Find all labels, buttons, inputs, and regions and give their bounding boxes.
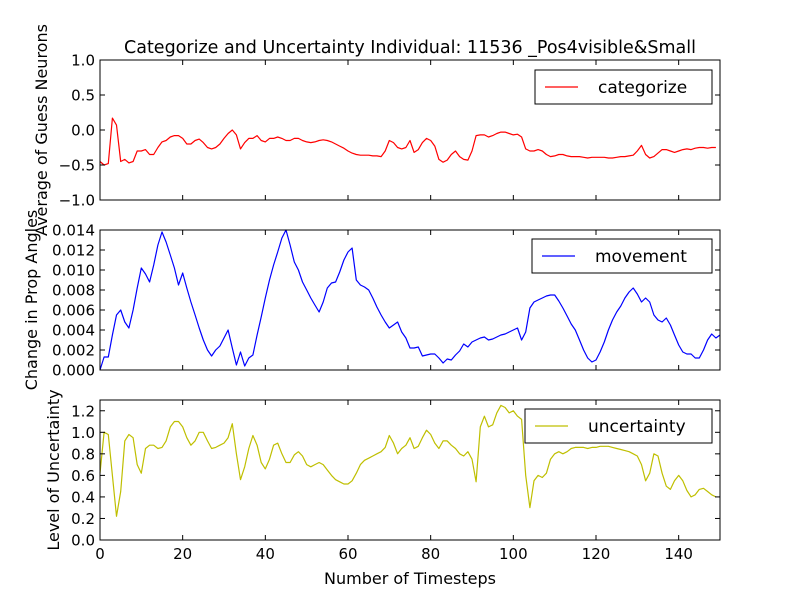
panel-2-ytick-label: 0.8 [71,445,95,463]
panel-2-ytick-label: 0.0 [71,532,95,550]
panel-1-ytick-label: 0.010 [52,262,95,280]
panel-2-ylabel: Level of Uncertainty [44,389,63,550]
x-tick-label: 100 [499,545,528,563]
panel-0-legend-label: categorize [598,78,687,98]
panel-1-ylabel: Change in Prop Angles [22,210,41,391]
x-tick-label: 80 [421,545,440,563]
x-tick-label: 140 [664,545,693,563]
panel-movement: 0.000 0.002 0.004 0.006 0.008 0.010 0.012 0.014… [22,210,721,391]
panel-0-marks: −1.0 −0.5 0.0 0.5 1.0 [59,52,721,210]
x-tick-label: 40 [256,545,275,563]
panel-0-ytick-label: 1.0 [71,52,95,70]
panel-1-frame [99,229,721,371]
panel-2-ytick-label: 1.0 [71,424,95,442]
panel-2-series-0-line [99,404,717,517]
panel-1-ytick-label: 0.002 [52,342,95,360]
panel-1-ytick-label: 0.014 [52,222,95,240]
panel-2-ytick-label: 0.6 [71,467,95,485]
panel-categorize: −1.0 −0.5 0.0 0.5 1.0 Average of Guess Neuro… [32,24,721,236]
panel-2-marks: 0.0 0.2 0.4 0.6 0.8 1.0 1.2 0 20 40 60 80 100 120 140 [71,399,721,563]
panel-0-ytick-label: −0.5 [59,157,95,175]
panel-2-legend: uncertainty [524,408,713,444]
chart-title: Categorize and Uncertainty Individual: 1… [124,38,696,58]
panel-1-marks: 0.000 0.002 0.004 0.006 0.008 0.010 0.012 0.014 [52,222,721,380]
panel-2-ytick-label: 0.2 [71,510,95,528]
panel-2-ytick-label: 1.2 [71,402,95,420]
panel-2-legend-label: uncertainty [588,417,686,437]
panel-1-series-0-line [99,229,721,371]
panel-0-series-0-line [99,117,716,166]
panel-0-ylabel: Average of Guess Neurons [32,24,51,236]
panel-1-ytick-label: 0.000 [52,362,95,380]
x-tick-label: 120 [582,545,611,563]
panel-1-ytick-label: 0.006 [52,302,95,320]
panel-1-ytick-label: 0.012 [52,242,95,260]
panel-0-ytick-label: −1.0 [59,192,95,210]
panel-0-ytick-label: 0.0 [71,122,95,140]
panel-1-ytick-label: 0.004 [52,322,95,340]
panel-uncertainty: 0.00.20.40.60.81.01.20 20 40 60 80 100 120 140 … [44,389,721,563]
x-tick-label: 60 [338,545,357,563]
panel-2-ytick-label: 0.4 [71,488,95,506]
panel-2-frame [99,399,721,541]
panel-1-legend: movement [531,238,713,274]
panel-0-legend: categorize [534,69,713,105]
x-tick-label: 0 [95,545,105,563]
panel-1-legend-label: movement [595,247,687,267]
panel-1-ytick-label: 0.008 [52,282,95,300]
panel-0-ytick-label: 0.5 [71,87,95,105]
x-axis-label: Number of Timesteps [324,569,496,588]
x-tick-label: 20 [173,545,192,563]
